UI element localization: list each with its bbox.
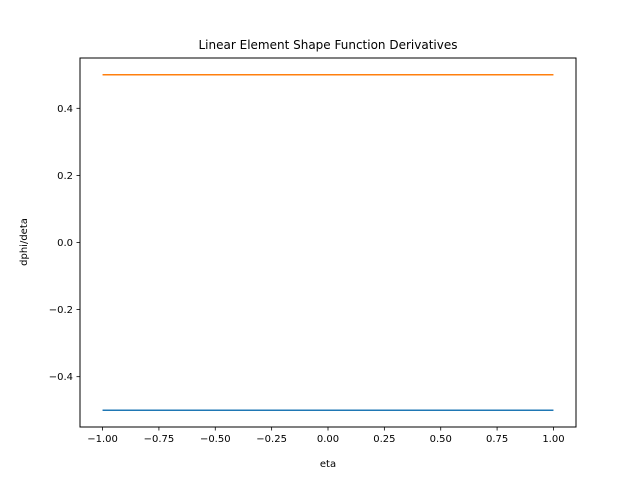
y-tick-label: −0.2 (49, 305, 73, 316)
x-tick-label: 1.00 (542, 434, 564, 445)
y-tick-label: −0.4 (49, 372, 73, 383)
x-tick-label: −0.50 (200, 434, 231, 445)
y-axis: −0.4 −0.2 0.0 0.2 0.4 (49, 104, 80, 383)
x-tick-label: 0.25 (373, 434, 395, 445)
y-tick-label: 0.4 (57, 104, 73, 115)
y-axis-title: dphi/deta (19, 218, 30, 266)
x-tick-label: 0.00 (317, 434, 339, 445)
x-axis: −1.00 −0.75 −0.50 −0.25 0.00 0.25 0.50 0.75 1.00 (87, 427, 565, 445)
x-tick-label: 0.50 (430, 434, 452, 445)
y-tick-label: 0.2 (57, 171, 73, 182)
x-tick-label: −0.25 (256, 434, 287, 445)
chart-title: Linear Element Shape Function Derivative… (199, 38, 458, 52)
x-tick-label: 0.75 (486, 434, 508, 445)
x-axis-title: eta (320, 459, 336, 470)
plot-area (102, 74, 554, 411)
x-tick-label: −1.00 (87, 434, 118, 445)
y-tick-label: 0.0 (57, 238, 73, 249)
x-tick-label: −0.75 (144, 434, 175, 445)
